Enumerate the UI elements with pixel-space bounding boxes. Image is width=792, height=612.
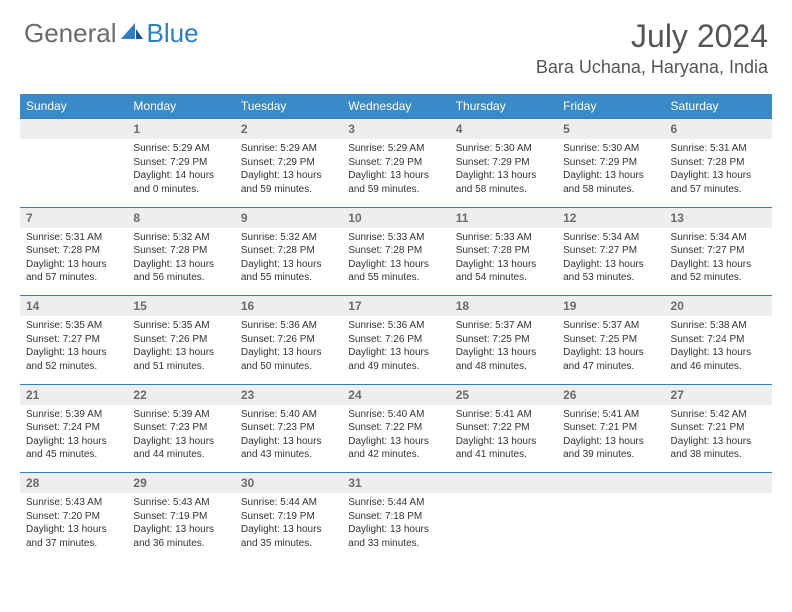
calendar-table: SundayMondayTuesdayWednesdayThursdayFrid… (20, 94, 772, 561)
day-number-cell: 28 (20, 473, 127, 494)
day-content-row: Sunrise: 5:35 AMSunset: 7:27 PMDaylight:… (20, 316, 772, 384)
day-content-cell (20, 139, 127, 207)
day-number-cell: 20 (665, 296, 772, 317)
day-number-row: 123456 (20, 119, 772, 140)
day-content-cell: Sunrise: 5:36 AMSunset: 7:26 PMDaylight:… (235, 316, 342, 384)
day-number-cell: 27 (665, 384, 772, 405)
weekday-header: Tuesday (235, 94, 342, 119)
day-number-cell: 16 (235, 296, 342, 317)
day-content-cell (557, 493, 664, 561)
day-content-cell: Sunrise: 5:43 AMSunset: 7:19 PMDaylight:… (127, 493, 234, 561)
day-number-cell (20, 119, 127, 140)
day-number-cell: 14 (20, 296, 127, 317)
day-content-cell: Sunrise: 5:41 AMSunset: 7:21 PMDaylight:… (557, 405, 664, 473)
day-content-cell: Sunrise: 5:42 AMSunset: 7:21 PMDaylight:… (665, 405, 772, 473)
day-number-cell: 12 (557, 207, 664, 228)
day-content-cell: Sunrise: 5:29 AMSunset: 7:29 PMDaylight:… (342, 139, 449, 207)
day-number-cell: 19 (557, 296, 664, 317)
day-number-cell: 30 (235, 473, 342, 494)
day-content-cell: Sunrise: 5:34 AMSunset: 7:27 PMDaylight:… (665, 228, 772, 296)
day-number-row: 78910111213 (20, 207, 772, 228)
day-content-cell (665, 493, 772, 561)
day-number-cell: 4 (450, 119, 557, 140)
day-content-cell: Sunrise: 5:44 AMSunset: 7:18 PMDaylight:… (342, 493, 449, 561)
day-content-cell: Sunrise: 5:29 AMSunset: 7:29 PMDaylight:… (127, 139, 234, 207)
day-content-cell: Sunrise: 5:34 AMSunset: 7:27 PMDaylight:… (557, 228, 664, 296)
day-content-cell: Sunrise: 5:44 AMSunset: 7:19 PMDaylight:… (235, 493, 342, 561)
day-number-cell: 13 (665, 207, 772, 228)
day-number-cell: 29 (127, 473, 234, 494)
day-number-cell: 23 (235, 384, 342, 405)
location-text: Bara Uchana, Haryana, India (536, 57, 768, 78)
day-content-cell: Sunrise: 5:29 AMSunset: 7:29 PMDaylight:… (235, 139, 342, 207)
day-content-row: Sunrise: 5:29 AMSunset: 7:29 PMDaylight:… (20, 139, 772, 207)
day-content-cell: Sunrise: 5:38 AMSunset: 7:24 PMDaylight:… (665, 316, 772, 384)
brand-part1: General (24, 18, 117, 49)
day-content-cell: Sunrise: 5:43 AMSunset: 7:20 PMDaylight:… (20, 493, 127, 561)
day-content-cell: Sunrise: 5:33 AMSunset: 7:28 PMDaylight:… (342, 228, 449, 296)
day-number-cell: 18 (450, 296, 557, 317)
brand-logo: General Blue (24, 18, 199, 49)
day-content-cell: Sunrise: 5:35 AMSunset: 7:27 PMDaylight:… (20, 316, 127, 384)
day-number-cell: 3 (342, 119, 449, 140)
title-block: July 2024 Bara Uchana, Haryana, India (536, 18, 768, 78)
day-content-cell: Sunrise: 5:39 AMSunset: 7:24 PMDaylight:… (20, 405, 127, 473)
day-content-cell: Sunrise: 5:39 AMSunset: 7:23 PMDaylight:… (127, 405, 234, 473)
weekday-header: Thursday (450, 94, 557, 119)
day-content-row: Sunrise: 5:43 AMSunset: 7:20 PMDaylight:… (20, 493, 772, 561)
day-number-cell: 11 (450, 207, 557, 228)
day-number-cell: 2 (235, 119, 342, 140)
day-number-cell: 5 (557, 119, 664, 140)
day-content-cell: Sunrise: 5:40 AMSunset: 7:23 PMDaylight:… (235, 405, 342, 473)
weekday-header: Sunday (20, 94, 127, 119)
day-number-cell: 6 (665, 119, 772, 140)
day-content-cell: Sunrise: 5:31 AMSunset: 7:28 PMDaylight:… (665, 139, 772, 207)
day-number-row: 28293031 (20, 473, 772, 494)
calendar-body: 123456Sunrise: 5:29 AMSunset: 7:29 PMDay… (20, 119, 772, 562)
day-content-cell: Sunrise: 5:35 AMSunset: 7:26 PMDaylight:… (127, 316, 234, 384)
header: General Blue July 2024 Bara Uchana, Hary… (0, 0, 792, 86)
day-content-cell: Sunrise: 5:37 AMSunset: 7:25 PMDaylight:… (557, 316, 664, 384)
day-number-cell: 25 (450, 384, 557, 405)
day-content-cell: Sunrise: 5:32 AMSunset: 7:28 PMDaylight:… (127, 228, 234, 296)
day-number-cell: 17 (342, 296, 449, 317)
day-content-cell: Sunrise: 5:30 AMSunset: 7:29 PMDaylight:… (557, 139, 664, 207)
day-number-cell: 24 (342, 384, 449, 405)
day-content-cell: Sunrise: 5:41 AMSunset: 7:22 PMDaylight:… (450, 405, 557, 473)
day-number-cell (665, 473, 772, 494)
day-content-cell: Sunrise: 5:30 AMSunset: 7:29 PMDaylight:… (450, 139, 557, 207)
day-content-cell: Sunrise: 5:37 AMSunset: 7:25 PMDaylight:… (450, 316, 557, 384)
day-number-cell: 31 (342, 473, 449, 494)
day-number-cell: 1 (127, 119, 234, 140)
day-content-cell: Sunrise: 5:40 AMSunset: 7:22 PMDaylight:… (342, 405, 449, 473)
day-content-row: Sunrise: 5:39 AMSunset: 7:24 PMDaylight:… (20, 405, 772, 473)
day-content-cell: Sunrise: 5:33 AMSunset: 7:28 PMDaylight:… (450, 228, 557, 296)
day-content-cell (450, 493, 557, 561)
weekday-header: Saturday (665, 94, 772, 119)
brand-part2: Blue (147, 18, 199, 49)
day-number-cell: 10 (342, 207, 449, 228)
day-number-row: 14151617181920 (20, 296, 772, 317)
day-number-cell: 15 (127, 296, 234, 317)
weekday-header: Monday (127, 94, 234, 119)
sail-icon (121, 23, 143, 41)
day-content-row: Sunrise: 5:31 AMSunset: 7:28 PMDaylight:… (20, 228, 772, 296)
day-number-cell: 22 (127, 384, 234, 405)
day-number-cell: 9 (235, 207, 342, 228)
day-number-cell: 21 (20, 384, 127, 405)
day-content-cell: Sunrise: 5:36 AMSunset: 7:26 PMDaylight:… (342, 316, 449, 384)
month-title: July 2024 (536, 18, 768, 55)
weekday-header-row: SundayMondayTuesdayWednesdayThursdayFrid… (20, 94, 772, 119)
day-number-cell: 7 (20, 207, 127, 228)
day-content-cell: Sunrise: 5:32 AMSunset: 7:28 PMDaylight:… (235, 228, 342, 296)
day-number-cell (450, 473, 557, 494)
day-number-cell: 8 (127, 207, 234, 228)
weekday-header: Wednesday (342, 94, 449, 119)
day-number-cell (557, 473, 664, 494)
day-number-cell: 26 (557, 384, 664, 405)
day-content-cell: Sunrise: 5:31 AMSunset: 7:28 PMDaylight:… (20, 228, 127, 296)
day-number-row: 21222324252627 (20, 384, 772, 405)
weekday-header: Friday (557, 94, 664, 119)
